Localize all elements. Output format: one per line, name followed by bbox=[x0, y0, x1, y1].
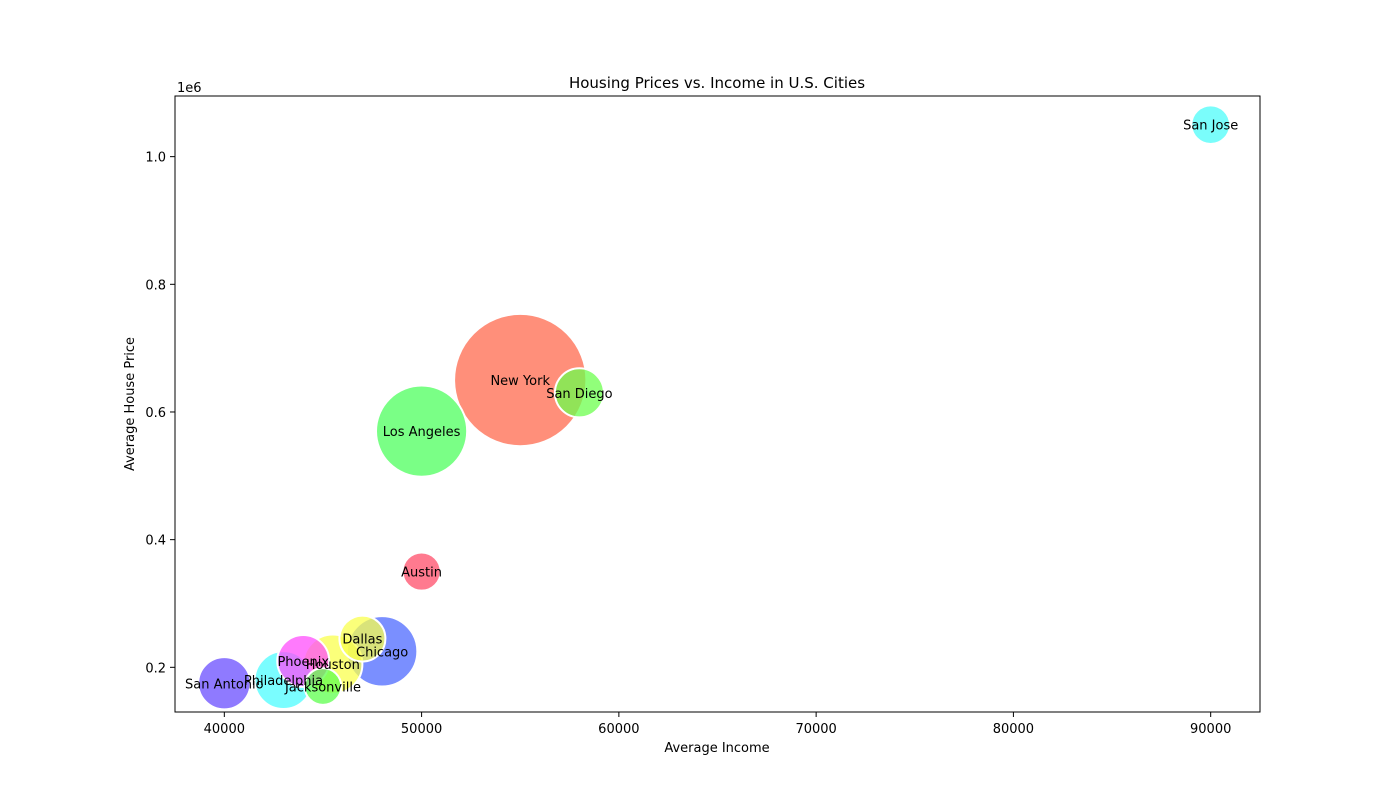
x-tick-label: 70000 bbox=[795, 722, 836, 737]
point-label-dallas: Dallas bbox=[342, 633, 382, 648]
y-tick-label: 1.0 bbox=[145, 151, 166, 166]
y-axis-label: Average House Price bbox=[123, 337, 138, 471]
point-label-san-jose: San Jose bbox=[1183, 119, 1238, 134]
y-tick-label: 0.4 bbox=[145, 534, 166, 549]
bubble-jacksonville bbox=[303, 667, 343, 706]
point-label-houston: Houston bbox=[306, 658, 360, 673]
y-tick-label: 0.2 bbox=[145, 661, 166, 676]
x-axis-label: Average Income bbox=[664, 741, 769, 756]
y-tick-label: 0.6 bbox=[145, 406, 166, 421]
bubble-san-diego bbox=[553, 367, 605, 419]
point-label-new-york: New York bbox=[490, 374, 550, 389]
x-tick-label: 80000 bbox=[993, 722, 1034, 737]
point-label-los-angeles: Los Angeles bbox=[383, 425, 461, 440]
bubble-layer bbox=[197, 104, 1232, 711]
plot-frame bbox=[174, 95, 1261, 713]
x-tick-label: 60000 bbox=[598, 722, 639, 737]
point-label-san-antonio: San Antonio bbox=[185, 677, 264, 692]
chart-title: Housing Prices vs. Income in U.S. Cities bbox=[569, 74, 865, 92]
y-axis-offset-label: 1e6 bbox=[177, 81, 202, 96]
point-label-san-diego: San Diego bbox=[546, 387, 612, 402]
x-tick-label: 90000 bbox=[1190, 722, 1231, 737]
point-label-phoenix: Phoenix bbox=[277, 655, 329, 670]
bubble-dallas bbox=[338, 614, 387, 663]
point-label-chicago: Chicago bbox=[356, 645, 408, 660]
point-label-philadelphia: Philadelphia bbox=[244, 674, 323, 689]
point-label-austin: Austin bbox=[401, 566, 442, 581]
bubble-austin bbox=[401, 551, 442, 592]
point-label-jacksonville: Jacksonville bbox=[284, 680, 361, 695]
point-label-layer: New York Los Angeles ChicagoHoustonPhoenix… bbox=[185, 119, 1238, 696]
x-tick-label: 40000 bbox=[204, 722, 245, 737]
y-tick-label: 0.8 bbox=[145, 278, 166, 293]
bubble-san-antonio bbox=[197, 656, 252, 711]
y-axis: 0.2 0.4 0.6 0.8 1.0 bbox=[145, 151, 175, 676]
x-axis: 40000 50000 60000 70000 80000 90000 bbox=[204, 712, 1231, 737]
bubble-los-angeles bbox=[375, 384, 469, 478]
bubble-san-jose bbox=[1190, 104, 1232, 146]
x-tick-label: 50000 bbox=[401, 722, 442, 737]
